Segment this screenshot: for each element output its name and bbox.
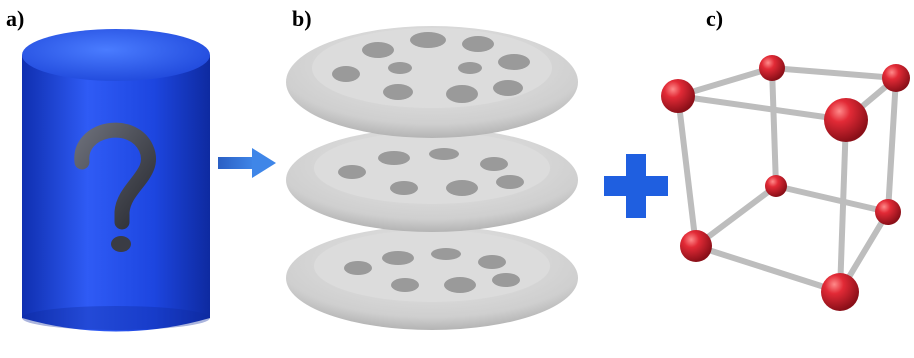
- plus-icon: [604, 154, 668, 218]
- lattice-node: [882, 64, 910, 92]
- blue-cylinder: [22, 29, 210, 332]
- lattice-node: [875, 199, 901, 225]
- arrow-right-icon: [218, 148, 276, 178]
- porous-disc-middle: [286, 128, 578, 232]
- lattice-nodes: [661, 55, 910, 311]
- panel-label-c: c): [706, 6, 724, 31]
- lattice-node: [824, 98, 868, 142]
- lattice-node: [680, 230, 712, 262]
- lattice-node: [661, 79, 695, 113]
- lattice-node: [759, 55, 785, 81]
- lattice-node: [765, 175, 787, 197]
- panel-label-b: b): [292, 6, 312, 31]
- cubic-lattice: [675, 65, 899, 295]
- question-mark-icon: [74, 122, 156, 252]
- stacked-porous-discs: [286, 26, 578, 330]
- lattice-node: [821, 273, 859, 311]
- porous-disc-top: [286, 26, 578, 138]
- panel-label-a: a): [6, 6, 25, 31]
- porous-disc-bottom: [286, 226, 578, 330]
